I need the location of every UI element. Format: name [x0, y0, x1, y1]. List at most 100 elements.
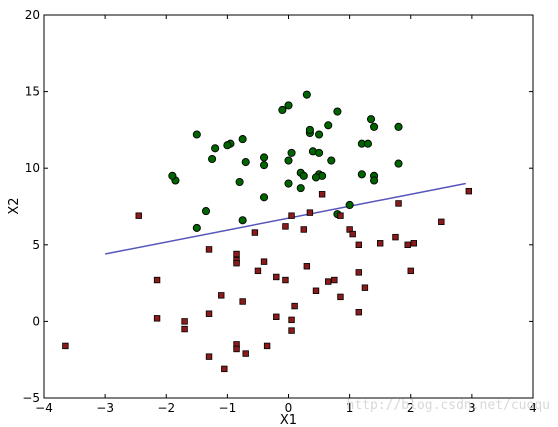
red-square-point — [392, 233, 399, 241]
red-square-point — [62, 342, 69, 350]
green-circle-point — [241, 158, 250, 167]
green-circle-point — [394, 122, 403, 131]
red-square-point — [242, 350, 249, 357]
red-square-point — [331, 276, 338, 284]
red-square-point — [233, 345, 240, 353]
red-square-point — [404, 241, 411, 248]
red-square-point — [273, 313, 280, 321]
decision-boundary-line — [104, 182, 466, 255]
green-circle-point — [357, 170, 366, 179]
red-square-point — [376, 240, 384, 247]
red-square-point — [181, 325, 188, 333]
red-square-point — [349, 230, 356, 238]
red-square-point — [218, 292, 225, 299]
y-tick-label: 10 — [25, 161, 40, 175]
red-square-point — [233, 250, 240, 258]
green-circle-point — [363, 139, 373, 148]
green-circle-point — [296, 184, 305, 193]
y-tick-label: 5 — [32, 238, 40, 252]
green-circle-point — [284, 156, 293, 165]
red-square-point — [288, 212, 295, 219]
red-square-point — [300, 226, 307, 233]
red-square-point — [337, 293, 344, 301]
green-circle-point — [345, 200, 354, 210]
tick-labels: −4 −3 −2 −1 0 1 2 3 4 −5 0 5 10 15 20 — [22, 8, 537, 415]
x-tick-label: 3 — [468, 401, 476, 415]
red-square-point — [181, 318, 188, 325]
red-square-point — [291, 302, 298, 310]
green-circle-point — [238, 216, 247, 225]
green-circle-point — [168, 171, 177, 180]
red-square-point — [303, 263, 311, 270]
green-circle-point — [370, 176, 379, 185]
green-circle-point — [327, 156, 336, 165]
green-circle-point — [315, 148, 324, 157]
green-circle-point — [201, 207, 211, 216]
green-circle-point — [211, 144, 220, 153]
red-square-point — [318, 191, 326, 198]
red-square-point — [355, 309, 362, 316]
red-square-point — [395, 200, 402, 207]
red-square-point — [407, 267, 414, 275]
red-square-point — [239, 298, 246, 305]
green-circle-point — [366, 115, 376, 124]
red-square-point — [355, 241, 362, 248]
axes-frame — [43, 14, 534, 399]
green-circle-point — [192, 130, 201, 139]
red-square-point — [135, 212, 142, 219]
x-tick-label: 1 — [346, 401, 354, 415]
green-circle-point — [333, 107, 342, 116]
x-axis-label: X1 — [280, 413, 297, 427]
green-circle-point — [370, 122, 379, 131]
red-square-point — [153, 315, 161, 322]
red-square-point — [288, 327, 295, 334]
green-circle-point — [302, 90, 311, 99]
red-square-point — [465, 187, 473, 195]
y-tick-label: −5 — [22, 391, 40, 405]
green-circle-point — [208, 154, 217, 164]
green-circle-point — [284, 101, 293, 110]
green-circle-point — [192, 223, 201, 232]
green-circle-point — [259, 153, 269, 162]
red-square-point — [273, 273, 280, 281]
green-circle-point — [284, 179, 293, 188]
data-points — [62, 90, 473, 373]
red-square-point — [205, 246, 213, 253]
x-tick-label: −3 — [96, 401, 114, 415]
green-circle-point — [311, 173, 321, 182]
red-square-point — [282, 223, 289, 230]
plot-area — [43, 14, 534, 399]
red-square-point — [410, 240, 418, 247]
red-square-point — [254, 267, 262, 275]
green-circle-point — [235, 177, 244, 187]
green-circle-point — [238, 135, 247, 144]
x-tick-label: −1 — [219, 401, 237, 415]
red-square-point — [260, 258, 268, 265]
red-square-point — [153, 276, 161, 284]
x-tick-label: −2 — [157, 401, 175, 415]
green-circle-point — [394, 159, 403, 168]
green-circle-point — [299, 171, 308, 180]
red-square-point — [337, 212, 344, 219]
y-tick-label: 20 — [25, 8, 40, 22]
red-square-point — [312, 287, 320, 294]
red-square-point — [251, 229, 259, 236]
axis-ticks — [43, 14, 534, 399]
x-tick-label: 0 — [285, 401, 293, 415]
green-circle-point — [259, 193, 269, 202]
green-circle-point — [223, 141, 232, 150]
watermark-text: http://blog.csdn.net/cuoqu — [347, 398, 551, 413]
red-square-point — [355, 269, 362, 276]
x-tick-label: −4 — [35, 401, 53, 415]
x-tick-label: 2 — [407, 401, 415, 415]
y-axis-label: X2 — [7, 197, 22, 214]
red-square-point — [361, 284, 369, 291]
green-circle-point — [315, 130, 324, 139]
red-square-point — [288, 316, 295, 324]
red-square-point — [325, 278, 332, 285]
red-square-point — [221, 365, 228, 373]
green-circle-point — [287, 148, 296, 157]
green-circle-point — [278, 105, 287, 115]
red-square-point — [263, 342, 271, 350]
